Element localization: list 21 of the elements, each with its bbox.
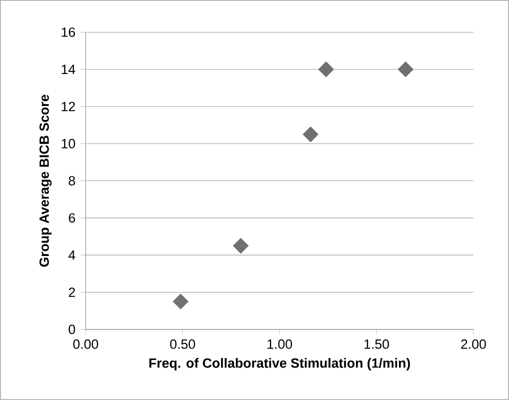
y-tick-label: 8 (68, 176, 76, 186)
point (318, 62, 334, 78)
y-tick-label: 10 (62, 138, 76, 148)
x-axis-title: Freq. of Collaborative Stimulation (1/min) (149, 358, 410, 370)
y-tick-label: 0 (68, 324, 76, 334)
y-tick-label: 2 (68, 288, 75, 297)
x-tick-label: 2.00 (461, 339, 486, 349)
y-tick-label: 4 (68, 250, 76, 260)
point (232, 238, 249, 254)
x-tick-label: 1.50 (364, 339, 389, 349)
point (172, 294, 188, 310)
point (398, 62, 414, 78)
x-tick-label: 0.50 (170, 339, 196, 349)
x-tick-label: 0.00 (73, 339, 98, 349)
y-tick-label: 6 (68, 213, 76, 223)
y-axis-title: Group Average BICB Score (39, 94, 52, 267)
y-tick-label: 14 (62, 64, 76, 74)
y-tick-label: 16 (62, 28, 76, 37)
point (302, 126, 318, 142)
y-tick-label: 12 (62, 102, 75, 112)
x-tick-label: 1.00 (268, 339, 292, 349)
